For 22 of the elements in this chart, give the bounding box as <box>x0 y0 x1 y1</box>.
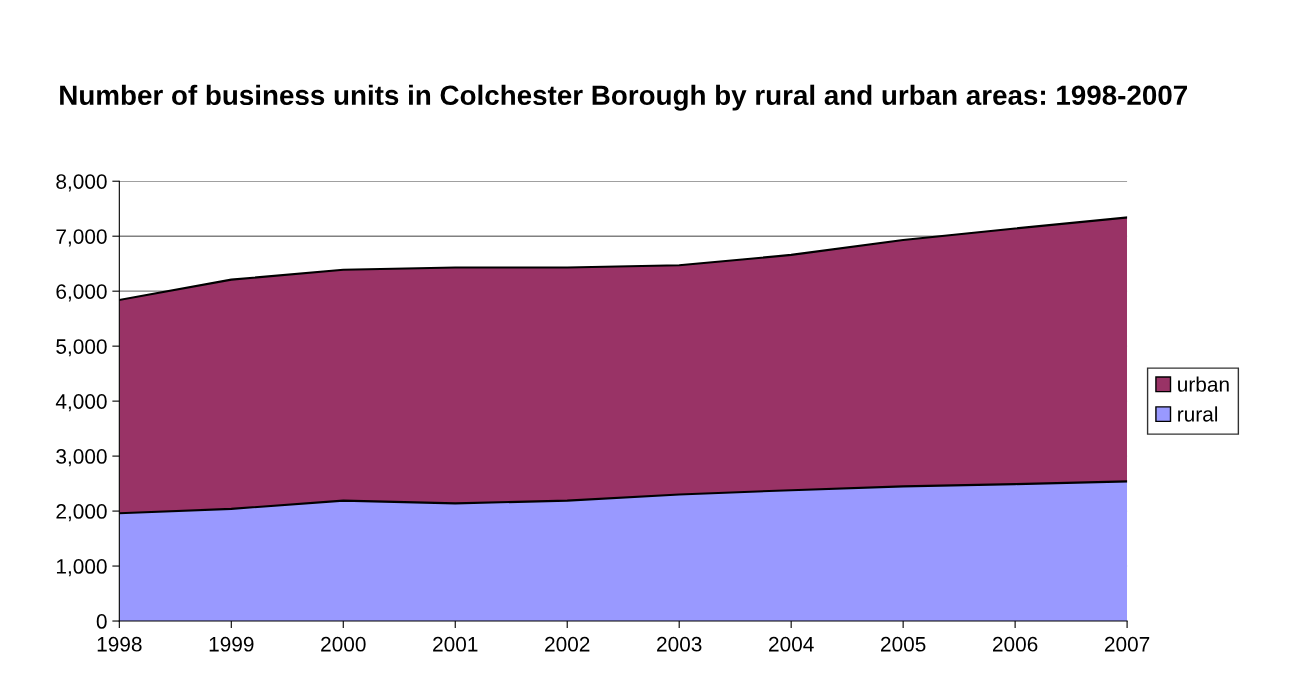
legend-label: urban <box>1178 376 1229 392</box>
x-tick-label: 2002 <box>545 636 590 652</box>
x-tick-label: 2003 <box>657 636 702 652</box>
y-tick-label: 8,000 <box>56 174 107 192</box>
legend-label: rural <box>1178 406 1218 422</box>
x-tick-label: 1998 <box>97 636 142 652</box>
y-tick-label: 1,000 <box>56 559 107 577</box>
x-tick-label: 2005 <box>881 636 926 652</box>
y-tick-label: 3,000 <box>56 449 107 467</box>
y-tick-label: 6,000 <box>56 284 107 302</box>
x-tick-label: 1999 <box>209 636 254 652</box>
chart-title: Number of business units in Colchester Borough by rural and urban areas: 1998-2007 <box>60 84 1187 111</box>
y-tick-label: 4,000 <box>55 394 107 412</box>
x-tick-label: 2000 <box>321 636 366 652</box>
y-tick-label: 5,000 <box>56 339 107 357</box>
x-tick-label: 2007 <box>1104 636 1150 652</box>
y-tick-label: 2,000 <box>56 504 107 522</box>
x-tick-label: 2004 <box>769 636 814 652</box>
y-tick-label: 7,000 <box>56 229 107 247</box>
y-tick-label: 0 <box>96 614 107 629</box>
x-tick-label: 2001 <box>433 636 478 652</box>
x-tick-label: 2006 <box>993 636 1038 652</box>
